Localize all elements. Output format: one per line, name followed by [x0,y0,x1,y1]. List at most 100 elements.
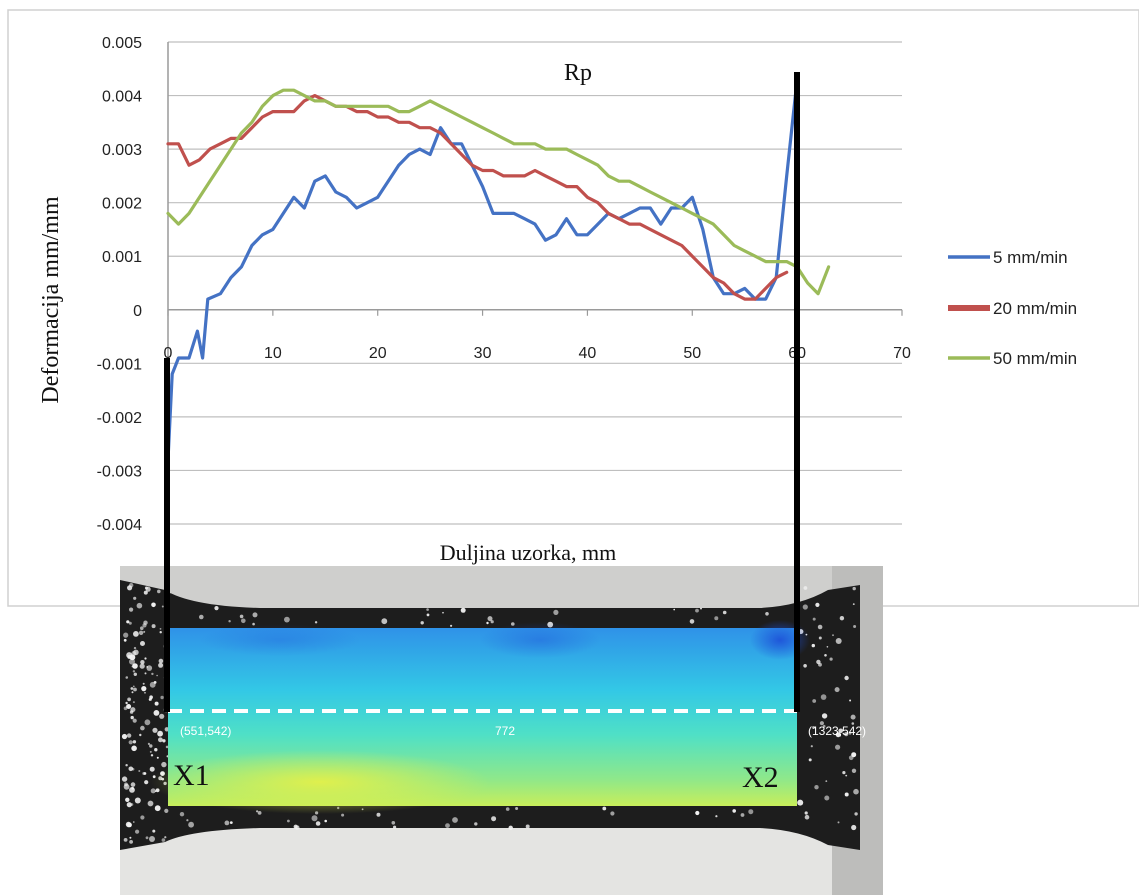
speckle-dot [818,636,822,640]
speckle-dot [815,602,820,608]
speckle-dot [156,756,159,759]
speckle-dot [812,617,816,621]
speckle-dot [158,737,163,743]
speckle-dot [835,732,841,738]
speckle-dot [133,646,137,650]
speckle-dot [810,745,813,748]
speckle-dot [740,813,745,817]
speckle-dot [140,660,145,665]
speckle-dot [804,814,810,820]
speckle-dot [161,761,167,768]
y-tick-label: 0.003 [102,142,142,159]
speckle-dot [129,607,134,612]
speckle-dot [824,795,830,801]
speckle-dot [341,813,345,817]
speckle-dot [130,687,134,690]
x-tick-label: 20 [369,345,387,362]
speckle-dot [818,662,822,667]
speckle-dot [161,605,164,608]
speckle-dot [505,807,510,811]
start-coordinate: (551,542) [180,724,231,738]
legend-entry: 5 mm/min [993,248,1068,267]
speckle-dot [129,658,135,665]
speckle-dot [817,624,823,630]
speckle-dot [732,809,736,813]
speckle-dot [154,701,159,706]
speckle-dot [131,651,137,656]
speckle-dot [695,810,700,816]
speckle-dot [825,780,828,782]
speckle-dot [154,748,158,752]
speckle-dot [239,614,244,619]
length-label: 772 [495,724,515,738]
speckle-dot [133,821,135,823]
strain-lowspot [750,620,810,660]
speckle-dot [853,625,857,628]
speckle-dot [140,626,144,630]
speckle-dot [852,603,855,605]
speckle-dot [714,616,719,621]
speckle-dot [241,618,246,624]
speckle-dot [153,710,160,716]
speckle-dot [824,654,827,657]
speckle-dot [133,687,137,692]
speckle-dot [135,829,140,834]
y-tick-label: -0.002 [97,410,142,427]
speckle-dot [852,586,856,591]
speckle-dot [130,803,134,806]
speckle-dot [128,621,132,625]
speckle-dot [393,825,397,829]
speckle-dot [128,766,134,772]
speckle-dot [149,750,152,753]
speckle-dot [839,616,845,621]
speckle-dot [844,732,849,737]
speckle-dot [715,815,718,818]
speckle-dot [844,675,849,681]
speckle-dot [127,585,133,591]
speckle-dot [132,663,138,669]
speckle-dot [165,745,169,749]
speckle-dot [311,815,318,822]
speckle-dot [186,819,189,822]
series-lines [166,77,831,462]
speckle-dot [134,797,141,804]
speckle-dot [553,609,559,616]
speckle-dot [157,589,161,594]
speckle-dot [125,797,130,802]
speckle-dot [811,643,815,648]
speckle-dot [161,838,166,842]
speckle-dot [748,809,754,815]
speckle-dot [826,646,829,648]
y-tick-label: -0.004 [97,517,142,534]
speckle-dot [460,607,466,613]
speckle-dot [126,620,130,624]
speckle-dot [121,776,128,782]
legend-entry: 50 mm/min [993,349,1077,368]
speckle-dot [132,670,136,673]
speckle-dot [845,774,848,777]
strain-hotspot [150,750,490,814]
speckle-dot [426,613,430,617]
speckle-dot [610,811,615,816]
speckle-dot [149,836,155,842]
speckle-dot [132,740,137,744]
speckle-dot [252,622,255,626]
speckle-dot [381,618,388,625]
speckle-dot [835,744,841,750]
speckle-dot [149,695,153,699]
speckle-dot [508,825,513,830]
speckle-dot [486,621,489,625]
speckle-dot [133,631,139,637]
speckle-dot [722,610,727,615]
speckle-dot [144,657,147,660]
speckle-dot [123,638,127,642]
y-tick-label: 0.005 [102,35,142,52]
speckle-dot [834,687,840,693]
chart-title: Rp [564,60,592,86]
speckle-dot [144,672,147,675]
y-axis-label: Deformacija mm/mm [38,196,64,404]
speckle-dot [131,767,135,771]
speckle-dot [803,664,807,668]
speckle-dot [147,742,150,746]
